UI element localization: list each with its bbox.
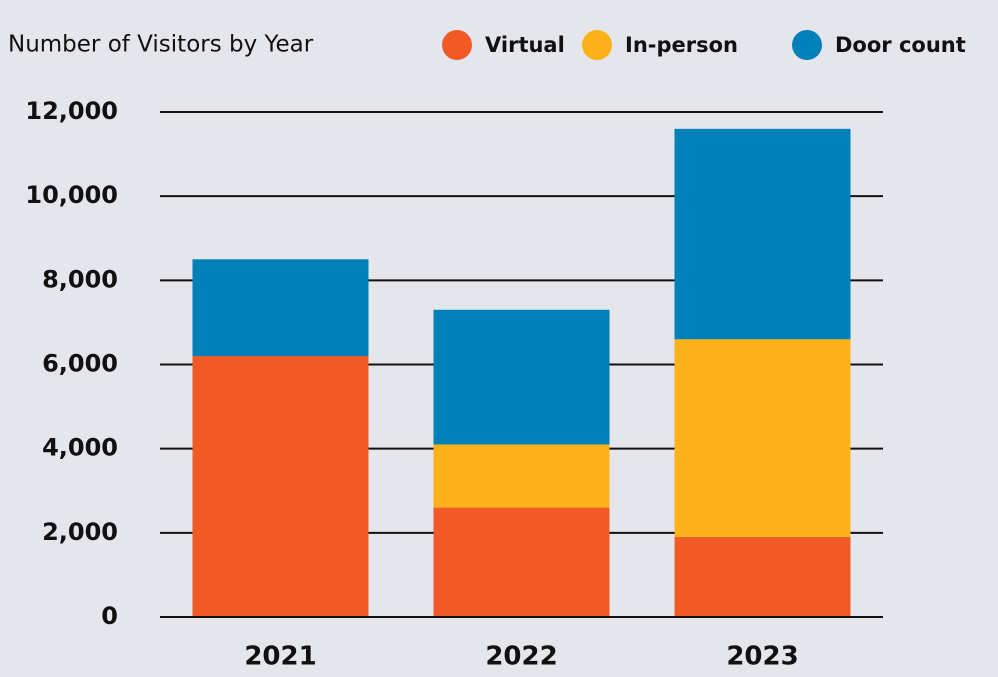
legend-swatch	[792, 30, 822, 60]
legend-swatch	[442, 30, 472, 60]
y-tick-label: 0	[101, 602, 118, 630]
y-tick-label: 12,000	[25, 97, 118, 125]
bar-segment	[433, 309, 610, 445]
legend-swatch	[582, 30, 612, 60]
legend-label: Door count	[835, 33, 966, 57]
y-tick-label: 10,000	[25, 181, 118, 209]
bar-segment	[433, 444, 610, 508]
bar-segment	[433, 507, 610, 617]
x-tick-label: 2023	[726, 642, 798, 672]
y-tick-label: 6,000	[42, 350, 118, 378]
bar-segment	[674, 128, 851, 340]
bar-segment	[192, 356, 369, 617]
chart-title: Number of Visitors by Year	[8, 32, 314, 58]
x-tick-label: 2022	[485, 642, 557, 672]
y-tick-label: 4,000	[42, 434, 118, 462]
y-tick-label: 2,000	[42, 518, 118, 546]
legend-label: In-person	[625, 33, 738, 57]
bar-segment	[192, 259, 369, 357]
legend-label: Virtual	[485, 33, 565, 57]
bar-segment	[674, 339, 851, 538]
bar-segment	[674, 537, 851, 617]
x-tick-label: 2021	[244, 642, 316, 672]
y-tick-label: 8,000	[42, 265, 118, 293]
